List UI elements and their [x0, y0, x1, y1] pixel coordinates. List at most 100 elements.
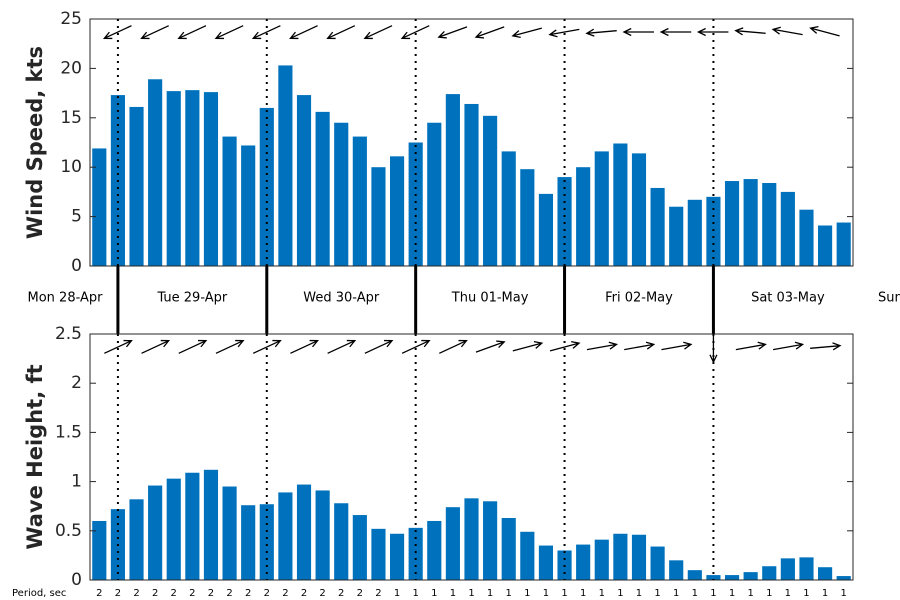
direction-arrow — [102, 25, 132, 40]
bar — [352, 136, 367, 266]
period-value: 2 — [319, 588, 325, 599]
direction-arrow — [140, 25, 170, 40]
bar — [483, 501, 498, 580]
bar — [408, 142, 423, 266]
bar — [371, 528, 386, 580]
direction-arrow — [251, 25, 281, 40]
direction-arrow — [809, 25, 840, 37]
bar — [445, 507, 460, 580]
day-label: Fri 02-May — [605, 291, 673, 306]
direction-arrow — [141, 339, 171, 354]
period-value: 1 — [673, 588, 679, 599]
period-value: 2 — [152, 588, 158, 599]
y-tick-label: 10 — [60, 157, 82, 177]
y-tick-label: 2.5 — [55, 324, 82, 344]
bar — [203, 469, 219, 580]
direction-arrow — [586, 341, 619, 351]
period-value: 1 — [561, 588, 567, 599]
day-label: Tue 29-Apr — [156, 291, 227, 306]
day-label: Thu 01-May — [451, 291, 529, 306]
period-value: 2 — [301, 588, 307, 599]
y-tick-label: 5 — [71, 207, 82, 227]
period-value: 1 — [599, 588, 605, 599]
bar — [185, 90, 200, 266]
period-value: 2 — [375, 588, 381, 599]
bar — [334, 122, 349, 267]
bar — [743, 179, 758, 266]
bar — [818, 225, 833, 266]
y-tick-label: 1 — [71, 472, 82, 492]
direction-arrow — [659, 27, 692, 37]
period-value: 2 — [264, 588, 270, 599]
bar — [203, 92, 219, 266]
period-value: 1 — [394, 588, 400, 599]
bar — [166, 91, 181, 267]
bar — [445, 94, 460, 266]
bar — [185, 472, 200, 580]
direction-arrow — [326, 25, 356, 40]
bar — [408, 527, 423, 580]
direction-arrow — [178, 339, 208, 354]
bar — [724, 575, 740, 580]
bar — [613, 533, 628, 580]
direction-arrow — [439, 339, 468, 354]
period-value: 2 — [357, 588, 363, 599]
period-value: 1 — [506, 588, 512, 599]
bar — [538, 193, 554, 266]
direction-arrow — [734, 27, 766, 36]
direction-arrow — [624, 341, 656, 351]
day-label: Wed 30-Apr — [303, 291, 380, 306]
period-value: 2 — [189, 588, 195, 599]
direction-arrow — [400, 25, 430, 40]
bar — [706, 575, 721, 580]
period-value: 1 — [543, 588, 549, 599]
bar — [427, 520, 442, 580]
direction-arrow — [401, 339, 431, 354]
period-value: 1 — [803, 588, 809, 599]
direction-arrow — [696, 27, 729, 37]
bar — [631, 534, 647, 580]
bar — [278, 492, 293, 580]
day-label: Mon 28-Apr — [28, 291, 104, 306]
direction-arrow — [512, 340, 544, 352]
bar — [818, 567, 833, 580]
bar — [631, 153, 647, 266]
period-value: 2 — [96, 588, 102, 599]
direction-arrow — [772, 341, 805, 351]
bar — [483, 115, 498, 266]
direction-arrow — [585, 28, 617, 37]
bar — [799, 209, 814, 266]
bar — [650, 187, 665, 266]
direction-arrow — [771, 26, 803, 36]
period-value: 2 — [338, 588, 344, 599]
y-tick-label: 15 — [60, 108, 82, 128]
y-tick-label: 2 — [71, 373, 82, 393]
bar — [538, 545, 554, 580]
bar — [762, 566, 777, 580]
bar — [464, 498, 479, 580]
bar — [241, 145, 256, 266]
y-tick-label: 0 — [71, 570, 82, 590]
bar — [613, 143, 628, 266]
direction-arrow — [549, 340, 581, 352]
bar — [780, 191, 795, 266]
period-value: 2 — [133, 588, 139, 599]
bar — [576, 544, 591, 580]
direction-arrow — [252, 339, 282, 354]
period-value: 1 — [617, 588, 623, 599]
bar — [129, 499, 144, 580]
bar — [501, 518, 516, 580]
bar — [129, 106, 144, 266]
direction-arrow — [735, 341, 767, 351]
period-value: 1 — [654, 588, 660, 599]
bar — [799, 557, 814, 580]
day-label: Sun — [878, 291, 900, 306]
bar — [259, 504, 274, 580]
period-value: 1 — [692, 588, 698, 599]
bar — [669, 560, 684, 580]
bar — [836, 222, 851, 266]
bar — [222, 136, 237, 266]
bar — [92, 520, 107, 580]
bar — [520, 531, 535, 580]
